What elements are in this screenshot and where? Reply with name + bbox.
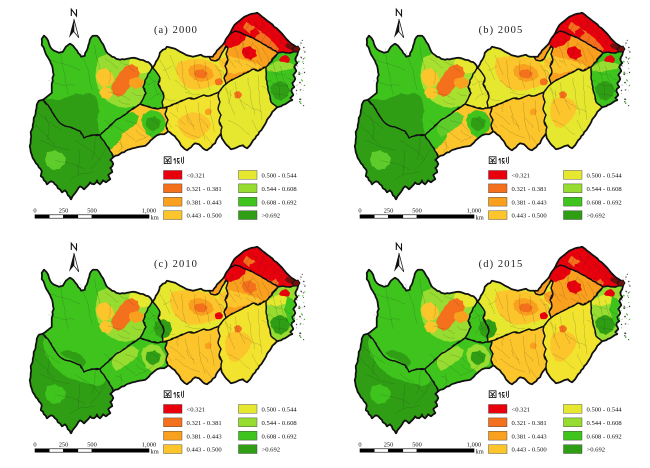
- svg-text:(d) 2015: (d) 2015: [479, 259, 524, 270]
- svg-text:(a) 2000: (a) 2000: [154, 25, 198, 36]
- svg-text:(c) 2010: (c) 2010: [154, 259, 198, 270]
- svg-text:(b) 2005: (b) 2005: [479, 25, 524, 36]
